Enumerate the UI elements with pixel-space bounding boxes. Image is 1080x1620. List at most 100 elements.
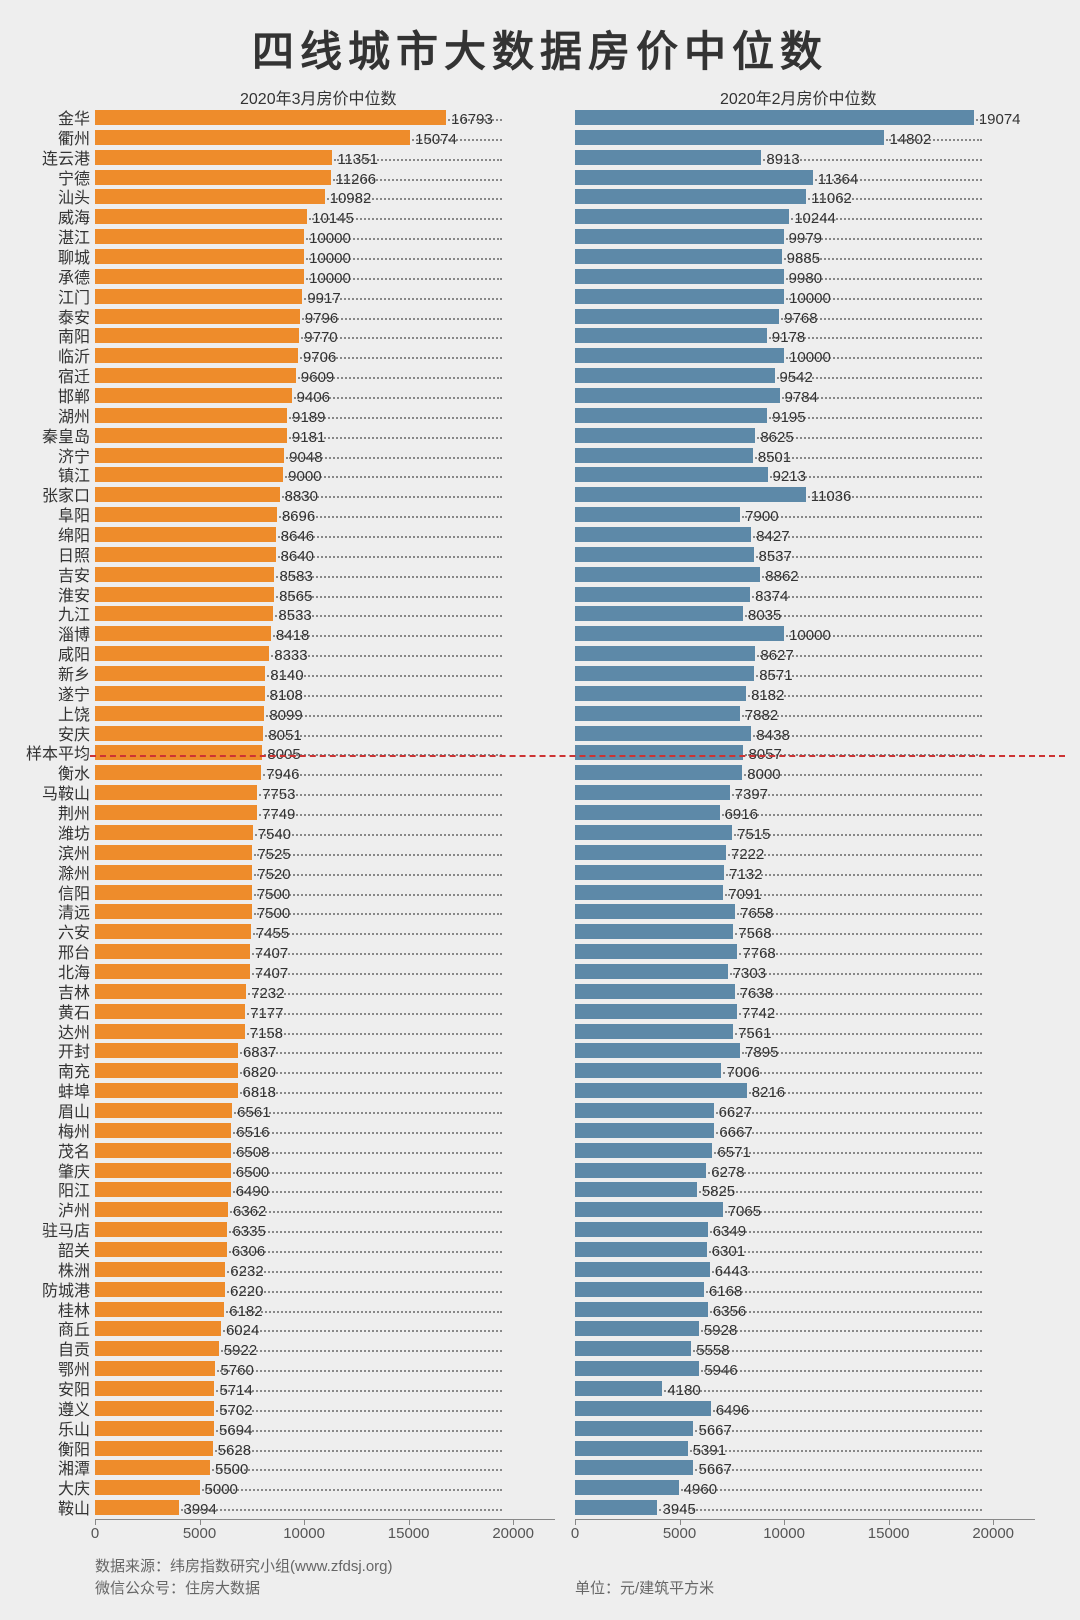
value-right: 6168	[709, 1282, 742, 1302]
city-label: 防城港	[42, 1282, 90, 1302]
bar-right	[575, 209, 789, 224]
leader-dots	[659, 1509, 982, 1511]
value-right: 7006	[726, 1063, 759, 1083]
leader-dots	[252, 973, 502, 975]
bar-right	[575, 1242, 707, 1257]
bar-left	[95, 1182, 231, 1197]
bar-right	[575, 527, 751, 542]
value-left: 9181	[292, 428, 325, 448]
leader-dots	[181, 1509, 502, 1511]
footer-unit: 单位：元/建筑平方米	[575, 1577, 714, 1598]
city-label: 达州	[58, 1024, 90, 1044]
city-label: 张家口	[42, 487, 90, 507]
bar-right	[575, 1063, 721, 1078]
bar-right	[575, 348, 784, 363]
leader-dots	[737, 913, 982, 915]
city-label: 衡水	[58, 765, 90, 785]
bar-right	[575, 1500, 657, 1515]
bar-left	[95, 507, 277, 522]
leader-dots	[215, 1450, 502, 1452]
leader-dots	[226, 1311, 502, 1313]
value-left: 7520	[257, 865, 290, 885]
leader-dots	[234, 1112, 502, 1114]
value-right: 8501	[758, 448, 791, 468]
value-right: 7638	[740, 984, 773, 1004]
value-right: 7658	[740, 904, 773, 924]
leader-dots	[247, 1013, 502, 1015]
value-right: 8862	[765, 567, 798, 587]
bar-right	[575, 448, 753, 463]
city-label: 阜阳	[58, 507, 90, 527]
bar-left	[95, 845, 252, 860]
city-label: 威海	[58, 209, 90, 229]
value-right: 7132	[729, 865, 762, 885]
leader-dots	[737, 993, 982, 995]
value-left: 6837	[243, 1043, 276, 1063]
value-left: 9189	[292, 408, 325, 428]
leader-dots	[699, 1191, 982, 1193]
value-left: 7525	[257, 845, 290, 865]
bar-right	[575, 487, 806, 502]
value-left: 8099	[269, 706, 302, 726]
bar-right	[575, 1163, 706, 1178]
bar-right	[575, 587, 750, 602]
value-left: 10145	[312, 209, 354, 229]
city-label: 鞍山	[58, 1500, 90, 1520]
value-left: 11266	[336, 170, 377, 190]
value-left: 9000	[288, 467, 321, 487]
city-label: 宁德	[58, 170, 90, 190]
value-right: 7742	[742, 1004, 775, 1024]
leader-dots	[240, 1092, 502, 1094]
value-right: 9178	[772, 328, 805, 348]
bar-right	[575, 1460, 693, 1475]
leader-dots	[248, 993, 502, 995]
leader-dots	[712, 1271, 982, 1273]
value-right: 8000	[747, 765, 780, 785]
bar-left	[95, 745, 262, 760]
value-left: 8696	[282, 507, 315, 527]
bar-left	[95, 467, 283, 482]
city-label: 鄂州	[58, 1361, 90, 1381]
leader-dots	[681, 1489, 982, 1491]
city-label: 湘潭	[58, 1460, 90, 1480]
tick-label: 10000	[283, 1525, 325, 1542]
bar-right	[575, 1381, 662, 1396]
tick-label: 20000	[972, 1525, 1014, 1542]
bar-right	[575, 904, 735, 919]
bar-right	[575, 547, 754, 562]
leader-dots	[233, 1152, 502, 1154]
value-right: 5667	[698, 1460, 731, 1480]
value-right: 6667	[719, 1123, 752, 1143]
bar-right	[575, 1282, 704, 1297]
leader-dots	[695, 1469, 982, 1471]
bar-left	[95, 1500, 179, 1515]
leader-dots	[254, 913, 502, 915]
value-left: 9706	[303, 348, 336, 368]
city-label: 秦皇岛	[42, 428, 90, 448]
value-right: 5391	[693, 1441, 726, 1461]
value-right: 10000	[789, 289, 831, 309]
bar-right	[575, 189, 806, 204]
city-label: 自贡	[58, 1341, 90, 1361]
leader-dots	[739, 953, 982, 955]
bar-left	[95, 328, 299, 343]
city-label: 大庆	[58, 1480, 90, 1500]
value-right: 9195	[772, 408, 805, 428]
bar-right	[575, 309, 779, 324]
value-left: 5628	[218, 1441, 251, 1461]
city-label: 吉安	[58, 567, 90, 587]
value-right: 10000	[789, 348, 831, 368]
city-label: 滨州	[58, 845, 90, 865]
city-label: 潍坊	[58, 825, 90, 845]
value-left: 6024	[226, 1321, 259, 1341]
value-left: 8830	[285, 487, 318, 507]
value-right: 9768	[784, 309, 817, 329]
bar-left	[95, 249, 304, 264]
bar-left	[95, 487, 280, 502]
leader-dots	[252, 953, 502, 955]
city-label: 江门	[58, 289, 90, 309]
bar-left	[95, 110, 446, 125]
leader-dots	[253, 933, 502, 935]
value-right: 7222	[731, 845, 764, 865]
bar-left	[95, 825, 253, 840]
